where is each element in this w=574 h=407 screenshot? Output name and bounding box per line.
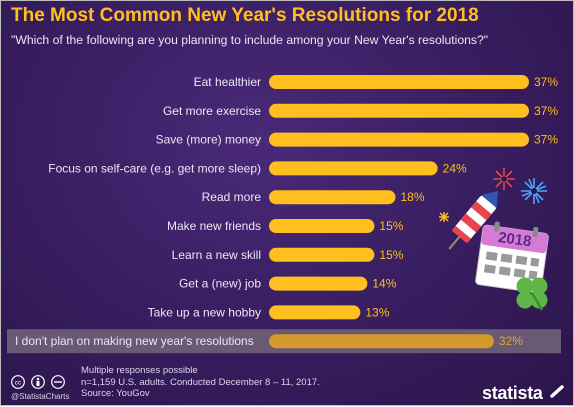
statista-logo[interactable]: statista <box>482 383 543 403</box>
category-label: Make new friends <box>167 219 261 233</box>
chart-title: The Most Common New Year's Resolutions f… <box>11 5 479 26</box>
creative-commons-icon: cc <box>11 375 65 389</box>
value-label: 18% <box>400 190 424 204</box>
value-label: 15% <box>379 248 403 262</box>
footer-note: Multiple responses possible n=1,159 U.S.… <box>81 365 320 400</box>
statista-logo-mark-icon <box>550 385 564 398</box>
calendar-icon: 2018 <box>475 221 549 294</box>
category-label: Get more exercise <box>163 104 261 118</box>
bar <box>269 75 529 89</box>
category-label: Get a (new) job <box>179 277 261 291</box>
value-label: 32% <box>499 334 523 348</box>
category-label: Eat healthier <box>194 75 261 89</box>
bar <box>269 132 529 147</box>
value-label: 15% <box>379 219 403 233</box>
spark-icon <box>439 212 449 222</box>
bar <box>269 305 361 320</box>
category-label: Read more <box>202 190 262 204</box>
category-label: Focus on self-care (e.g. get more sleep) <box>48 161 261 175</box>
category-label: I don't plan on making new year's resolu… <box>15 334 254 348</box>
value-label: 24% <box>443 161 467 175</box>
category-label: Learn a new skill <box>172 248 261 262</box>
bar <box>269 219 375 233</box>
svg-text:cc: cc <box>15 380 22 387</box>
bar <box>269 334 494 349</box>
firework-rocket-icon <box>448 190 498 250</box>
bar <box>269 161 438 176</box>
firework-burst-icon <box>493 168 515 190</box>
chart-subtitle: "Which of the following are you planning… <box>11 33 489 47</box>
value-label: 37% <box>534 104 558 118</box>
bar <box>269 190 396 205</box>
calendar-year: 2018 <box>497 229 532 250</box>
firework-burst-icon <box>521 178 547 204</box>
bar <box>269 103 529 118</box>
value-label: 37% <box>534 75 558 89</box>
footer-source: Source: YouGov <box>81 388 150 399</box>
footer-note-line2: n=1,159 U.S. adults. Conducted December … <box>81 376 320 388</box>
value-label: 37% <box>534 133 558 147</box>
bar <box>269 247 375 262</box>
footer-note-line1: Multiple responses possible <box>81 365 198 376</box>
four-leaf-clover-icon <box>516 277 548 311</box>
value-label: 14% <box>372 277 396 291</box>
value-label: 13% <box>365 305 389 319</box>
bar <box>269 276 368 291</box>
statista-handle: @StatistaCharts <box>11 392 70 401</box>
new-year-illustration: 2018 <box>439 168 549 311</box>
category-label: Save (more) money <box>156 133 261 147</box>
category-label: Take up a new hobby <box>148 305 261 319</box>
